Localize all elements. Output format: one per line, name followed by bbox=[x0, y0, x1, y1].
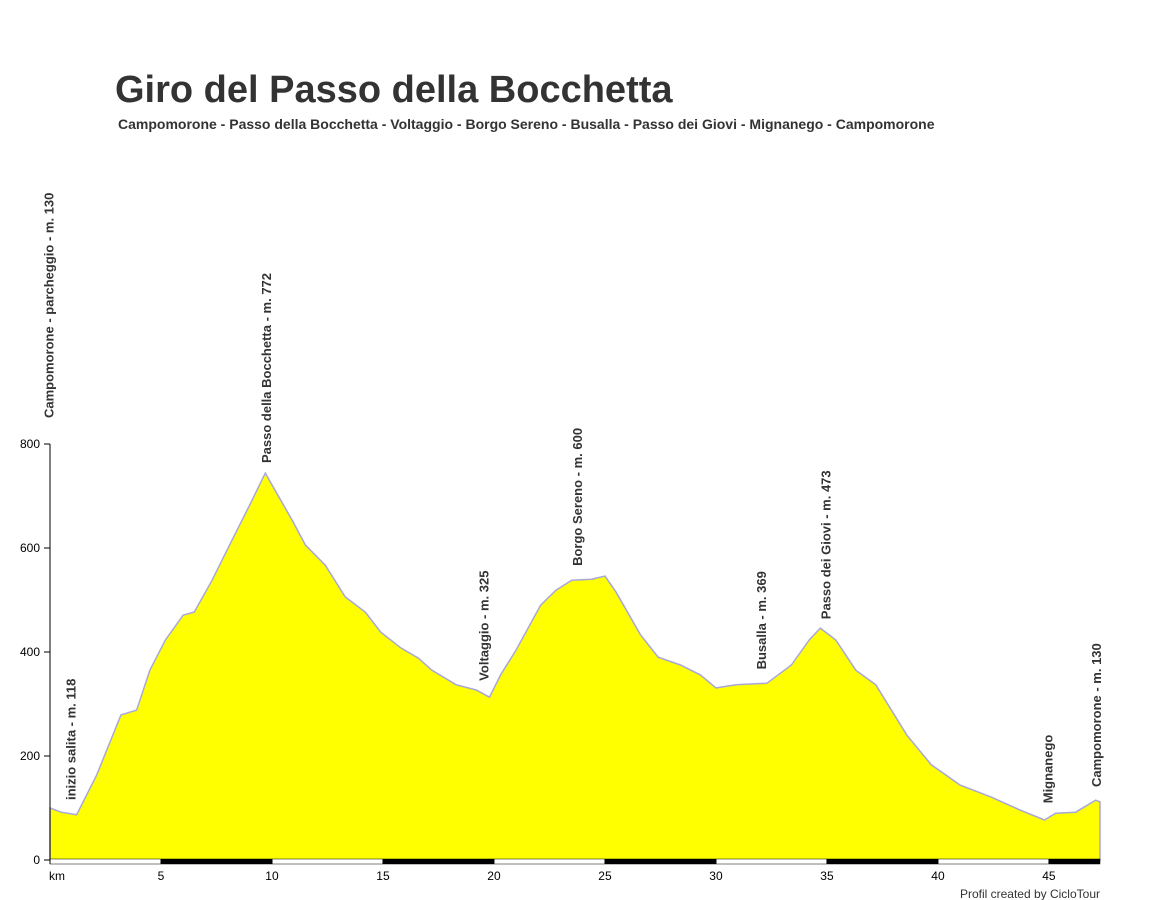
y-tick-label: 200 bbox=[20, 749, 40, 763]
x-axis-segment bbox=[1048, 859, 1100, 864]
annotation: Voltaggio - m. 325 bbox=[477, 571, 492, 681]
x-axis-segment bbox=[826, 859, 938, 864]
y-tick-label: 0 bbox=[33, 853, 40, 867]
annotation: Campomorone - m. 130 bbox=[1089, 643, 1104, 787]
annotation: Passo dei Giovi - m. 473 bbox=[818, 470, 833, 619]
y-tick-label: 800 bbox=[20, 437, 40, 451]
x-tick-label: 35 bbox=[820, 869, 834, 883]
annotation: Campomorone - parcheggio - m. 130 bbox=[41, 193, 56, 418]
annotation: Borgo Sereno - m. 600 bbox=[570, 428, 585, 566]
chart-subtitle: Campomorone - Passo della Bocchetta - Vo… bbox=[118, 116, 935, 132]
x-tick-label: 30 bbox=[709, 869, 723, 883]
y-tick-label: 400 bbox=[20, 645, 40, 659]
annotation: Busalla - m. 369 bbox=[754, 571, 769, 669]
annotation: inizio salita - m. 118 bbox=[64, 679, 79, 800]
x-axis-segment bbox=[382, 859, 494, 864]
chart-title: Giro del Passo della Bocchetta bbox=[115, 69, 673, 111]
elevation-area bbox=[49, 471, 1101, 861]
annotation: Passo della Bocchetta - m. 772 bbox=[259, 273, 274, 463]
x-tick-label: km bbox=[49, 869, 65, 883]
x-axis-segment bbox=[160, 859, 272, 864]
x-tick-label: 5 bbox=[158, 869, 165, 883]
annotation: Mignanego bbox=[1040, 735, 1055, 804]
x-tick-label: 40 bbox=[931, 869, 945, 883]
x-axis-segment bbox=[604, 859, 716, 864]
x-tick-label: 20 bbox=[487, 869, 501, 883]
y-tick-label: 600 bbox=[20, 541, 40, 555]
x-tick-label: 15 bbox=[376, 869, 390, 883]
x-tick-label: 25 bbox=[598, 869, 612, 883]
x-tick-label: 45 bbox=[1042, 869, 1056, 883]
footer: Profil created by CicloTour bbox=[960, 887, 1100, 900]
x-tick-label: 10 bbox=[265, 869, 279, 883]
